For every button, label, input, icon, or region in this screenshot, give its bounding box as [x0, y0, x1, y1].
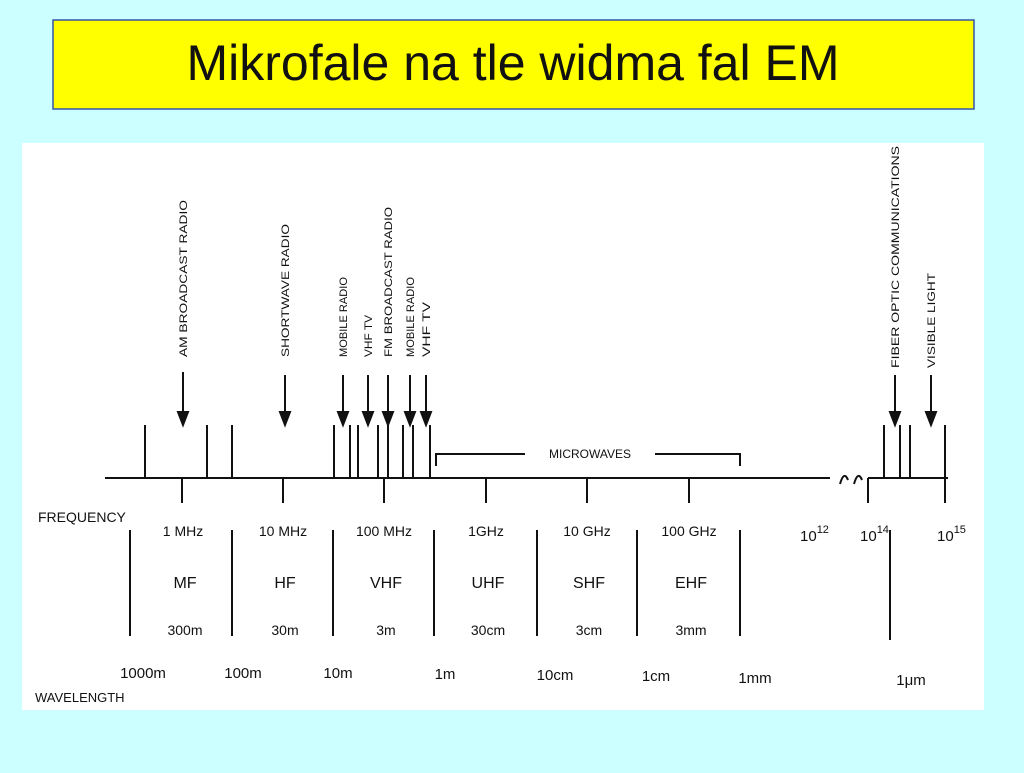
arrow-head [176, 411, 190, 428]
spectrum-diagram: MICROWAVES FREQUENCY WAVELENGTH AM BROAD… [35, 146, 966, 705]
frequency: 1012 [800, 524, 829, 545]
arrow-head [278, 411, 292, 428]
arrow-head [888, 411, 902, 428]
band-name: MF [173, 575, 196, 592]
band-wavelength: 3m [376, 622, 395, 638]
application-label: VHF TV [421, 301, 433, 357]
frequency: 10 MHz [259, 523, 307, 539]
arrow-head [381, 411, 395, 428]
wavelength: 10m [323, 665, 352, 682]
frequency: 1015 [937, 524, 966, 545]
frequency-exponent: 12 [817, 524, 829, 536]
application-label: MOBILE RADIO [405, 277, 417, 357]
frequency: 1014 [860, 524, 889, 545]
frequency-label: FREQUENCY [38, 509, 127, 525]
arrow-head [403, 411, 417, 428]
band-name: EHF [675, 575, 707, 592]
wavelength: 1cm [642, 668, 670, 685]
band-wavelength: 30m [271, 622, 298, 638]
application-label: FIBER OPTIC COMMUNICATIONS [890, 146, 902, 368]
band-name: HF [274, 575, 296, 592]
arrow-head [336, 411, 350, 428]
application-label: MOBILE RADIO [338, 277, 350, 357]
title: Mikrofale na tle widma fal EM [186, 35, 839, 91]
band-name: VHF [370, 575, 402, 592]
frequency: 10 GHz [563, 523, 610, 539]
band-wavelength: 3cm [576, 622, 602, 638]
frequency: 100 MHz [356, 523, 412, 539]
diagram-area [22, 143, 984, 710]
wavelength: 10cm [537, 667, 574, 684]
application-label: VHF TV [363, 314, 375, 357]
frequency-base: 10 [860, 528, 877, 545]
band-wavelength: 3mm [675, 622, 706, 638]
frequency: 1 MHz [163, 523, 203, 539]
frequency-base: 10 [937, 528, 954, 545]
title-box [52, 19, 975, 110]
band-wavelength: 30cm [471, 622, 505, 638]
band-name: UHF [472, 575, 505, 592]
arrow-head [924, 411, 938, 428]
frequency-exponent: 14 [877, 524, 889, 536]
arrow-head [361, 411, 375, 428]
frequency: 100 GHz [661, 523, 716, 539]
application-label: FM BROADCAST RADIO [383, 206, 395, 357]
application-label: AM BROADCAST RADIO [178, 199, 190, 357]
application-label: VISIBLE LIGHT [926, 273, 938, 368]
wavelength: 1μm [896, 672, 925, 689]
frequency-exponent: 15 [954, 524, 966, 536]
frequency-base: 10 [800, 528, 817, 545]
wavelength: 1mm [738, 670, 771, 687]
microwave-bracket [435, 453, 741, 466]
wavelength: 1m [435, 666, 456, 683]
frequency: 1GHz [468, 523, 504, 539]
arrow-head [419, 411, 433, 428]
axis-break [839, 474, 863, 485]
application-label: SHORTWAVE RADIO [280, 223, 292, 357]
microwaves-label: MICROWAVES [549, 447, 631, 461]
band-wavelength: 300m [167, 622, 202, 638]
wavelength: 1000m [120, 665, 166, 682]
wavelength-label: WAVELENGTH [35, 690, 125, 705]
wavelength: 100m [224, 665, 262, 682]
band-name: SHF [573, 575, 605, 592]
